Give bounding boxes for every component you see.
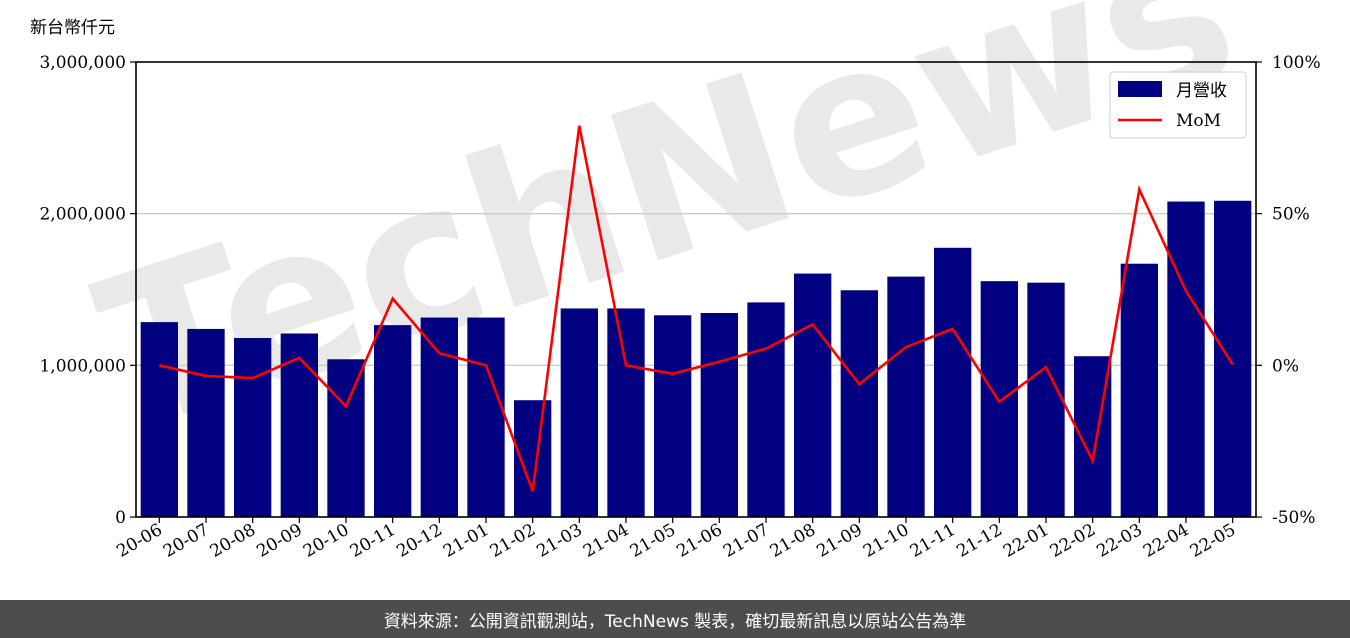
bar-20-09 [280,333,318,517]
x-tick-label: 21-08 [767,520,819,562]
x-tick-label: 21-10 [860,520,912,562]
bar-21-05 [654,315,692,517]
x-tick-label: 20-07 [160,520,212,562]
legend-label-revenue: 月營收 [1176,81,1227,101]
bar-21-03 [560,308,598,517]
bar-series [140,200,1252,518]
footer-source-note: 資料來源：公開資訊觀測站，TechNews 製表，確切最新訊息以原站公告為準 [0,600,1350,638]
y2-tick-label: 50% [1272,205,1310,225]
legend: 月營收 MoM [1109,71,1247,139]
bar-21-09 [840,290,878,517]
bar-21-11 [934,247,972,517]
y2-tick-label: -50% [1272,508,1316,528]
x-tick-label: 21-02 [487,520,539,562]
x-tick-label: 21-01 [440,520,492,562]
bar-20-08 [234,338,272,517]
x-tick-label: 22-05 [1187,520,1239,562]
line-series [159,125,1234,492]
bar-20-07 [187,328,225,517]
x-tick-label: 21-11 [907,520,959,562]
bar-21-01 [467,317,505,517]
y2-tick-label: 0% [1272,356,1299,376]
bar-22-03 [1120,263,1158,517]
x-tick-label: 21-03 [533,520,585,562]
y2-tick-label: 100% [1272,53,1321,73]
x-tick-label: 22-03 [1093,520,1145,562]
x-tick-label: 21-09 [813,520,865,562]
bar-20-11 [374,325,412,517]
x-tick-label: 21-07 [720,520,772,562]
bar-21-04 [607,308,645,517]
x-tick-label: 21-12 [953,520,1005,562]
bar-20-06 [140,322,178,517]
x-tick-label: 21-04 [580,520,632,562]
plot-frame [135,61,1257,518]
x-tick-label: 20-12 [393,520,445,562]
x-tick-label: 20-08 [207,520,259,562]
bar-21-06 [700,313,738,517]
mom-line [159,125,1234,492]
y-tick-label: 3,000,000 [39,53,126,73]
bar-20-10 [327,359,365,517]
x-tick-label: 20-09 [253,520,305,562]
x-tick-label: 21-06 [673,520,725,562]
bar-22-01 [1027,282,1065,517]
y-tick-label: 0 [115,508,126,528]
y-axis-unit-label: 新台幣仟元 [30,18,115,38]
x-tick-label: 20-11 [347,520,399,562]
x-tick-label: 22-04 [1140,520,1192,562]
bar-22-04 [1167,201,1205,518]
legend-swatch-bar [1118,81,1162,97]
chart: TechNews 01,000,0002,000,0003,000,000-50… [30,0,1321,562]
legend-label-mom: MoM [1176,111,1221,131]
x-tick-label: 20-10 [300,520,352,562]
bar-21-07 [747,302,785,517]
bar-21-08 [794,273,832,517]
bar-22-05 [1214,200,1252,517]
bar-21-10 [887,276,925,517]
footer-text: 資料來源：公開資訊觀測站，TechNews 製表，確切最新訊息以原站公告為準 [383,611,967,632]
x-tick-label: 22-02 [1047,520,1099,562]
y-tick-label: 1,000,000 [39,356,126,376]
gridlines [136,212,1256,367]
bar-20-12 [420,317,458,517]
x-tick-label: 21-05 [627,520,679,562]
x-tick-label: 22-01 [1000,520,1052,562]
y-tick-label: 2,000,000 [39,205,126,225]
bar-21-12 [980,281,1018,517]
